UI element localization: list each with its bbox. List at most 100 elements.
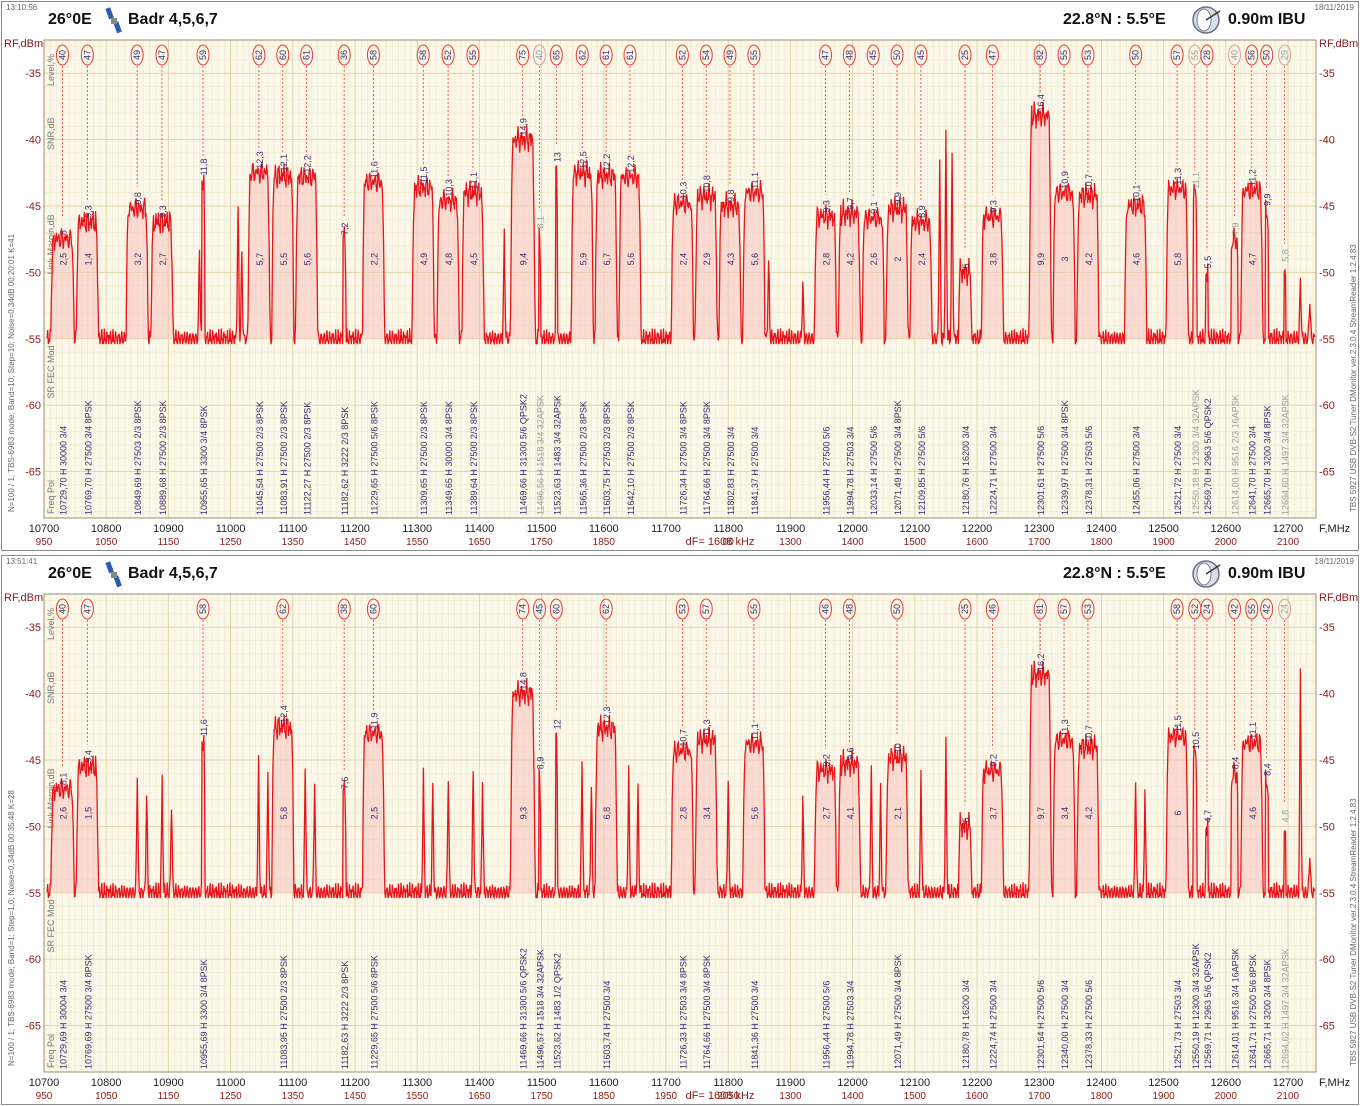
- level-ellipse: [300, 44, 314, 66]
- carrier-marker: 62 12,4 5,8 11083,95 H 27500 2/3 8PSK: [276, 598, 290, 1069]
- carrier-level-label: 56: [1247, 50, 1257, 60]
- carrier-params-label: 12071,49 H 27500 3/4 8PSK: [893, 954, 903, 1069]
- carrier-marker: 42 8,4 12614,01 H 9516 3/4 16APSK: [1228, 598, 1242, 1069]
- x-tick-label: 12700: [1273, 523, 1304, 535]
- carrier-level-label: 38: [339, 604, 349, 614]
- carrier-params-label: 11956,44 H 27500 5/6: [822, 981, 832, 1069]
- carrier-level-label: 40: [534, 50, 544, 60]
- satellite-position: 26°0E: [48, 565, 92, 582]
- x-tick-label: 11500: [527, 1077, 557, 1089]
- carrier-snr-label: 5,5: [1203, 256, 1213, 269]
- carrier-margin-label: 3,2: [133, 253, 143, 266]
- x-tick-label: 11800: [713, 1077, 743, 1089]
- y-tick-label: -40: [25, 135, 41, 147]
- x-tick-label: 11300: [402, 1077, 432, 1089]
- carrier-annotations: 40 8 2,5 10729,70 H 30000 3/4 47 9,3 1,4 10769,…: [55, 44, 1292, 515]
- carrier-level-label: 61: [625, 50, 635, 60]
- carrier-margin-label: 3,7: [988, 807, 998, 820]
- x-tick-label: 11200: [340, 523, 370, 535]
- carrier-marker: 38 7,6 11182,63 H 3222 2/3 8PSK: [337, 598, 351, 1069]
- level-ellipse: [675, 598, 689, 620]
- link-margin-axis-label: Link Margin,dB: [46, 214, 56, 274]
- carrier-snr-label: 10,1: [1132, 184, 1142, 202]
- carrier-margin-label: 4,6: [1132, 253, 1142, 266]
- level-ellipse: [842, 598, 856, 620]
- carrier-snr-label: 7,6: [340, 777, 350, 790]
- carrier-snr-label: 11,3: [1173, 168, 1183, 185]
- spectrum-fill: [44, 660, 1315, 899]
- carrier-marker: 29 5,8 12694,60 H 1497 3/4 32APSK: [1278, 44, 1292, 515]
- carrier-snr-label: 10,9: [1060, 171, 1070, 189]
- carrier-params-label: 12614,01 H 9516 3/4 16APSK: [1231, 948, 1241, 1069]
- carrier-level-label: 40: [57, 50, 67, 60]
- carrier-marker: 61 12,2 5,6 11122,27 H 27500 2/3 8PSK: [300, 44, 314, 515]
- carrier-marker: 47 9,3 3,8 12224,71 H 27500 3/4: [985, 44, 999, 515]
- dish-size: 0.90m IBU: [1228, 565, 1306, 582]
- link-margin-axis-label: Link Margin,dB: [46, 768, 56, 828]
- carrier-params-label: 11083,95 H 27500 2/3 8PSK: [279, 955, 289, 1069]
- carrier-snr-label: 4,8: [1281, 810, 1291, 823]
- carrier-marker: 36 7,2 11182,62 H 3222 2/3 8PSK: [337, 44, 351, 515]
- if-tick-label: 00: [723, 537, 735, 548]
- x-tick-label: 10900: [153, 523, 184, 535]
- carrier-params-label: 12694,60 H 1497 3/4 32APSK: [1281, 394, 1291, 515]
- carrier-level-label: 61: [601, 50, 611, 60]
- table-header-freq: Freq Pol: [46, 480, 56, 514]
- level-ellipse: [866, 44, 880, 66]
- carrier-snr-label: 12,3: [255, 151, 265, 169]
- if-tick-label: 1400: [841, 1091, 864, 1102]
- level-ellipse: [549, 44, 563, 66]
- carrier-marker: 48 9,6 4,1 11994,78 H 27503 3/4: [842, 598, 856, 1069]
- carrier-params-label: 11603,74 H 27500 3/4: [602, 981, 612, 1069]
- carrier-params-label: 10849,69 H 27503 2/3 8PSK: [133, 400, 143, 515]
- dish-icon: [1192, 6, 1221, 34]
- carrier-params-label: 11802,83 H 27500 3/4: [726, 427, 736, 515]
- date-stamp: 18/11/2019: [1314, 3, 1354, 12]
- carrier-params-label: 12033,14 H 27500 5/6: [869, 426, 879, 515]
- snr-axis-label: SNR,dB: [46, 671, 56, 704]
- carrier-snr-label: 12,1: [279, 154, 289, 172]
- carrier-level-label: 60: [278, 50, 288, 60]
- carrier-snr-label: 11,1: [469, 172, 479, 189]
- carrier-params-label: 11841,37 H 27500 3/4: [750, 427, 760, 515]
- carrier-margin-label: 9,3: [519, 807, 529, 820]
- dish-size: 0.90m IBU: [1228, 11, 1306, 28]
- carrier-margin-label: 5,5: [279, 253, 289, 266]
- carrier-level-label: 40: [1230, 50, 1240, 60]
- level-ellipse: [890, 44, 904, 66]
- carrier-params-label: 11122,27 H 27500 2/3 8PSK: [303, 402, 313, 515]
- carrier-snr-label: 9,9: [893, 192, 903, 205]
- if-tick-label: 2050: [717, 1091, 740, 1102]
- time-stamp: 13:10:56: [6, 3, 38, 12]
- dish-icon: [1192, 560, 1221, 588]
- carrier-snr-label: 11,3: [1060, 719, 1070, 736]
- y-tick-label: -40: [25, 689, 41, 701]
- level-ellipse: [441, 44, 455, 66]
- carrier-marker: 52 10,3 2,4 11726,34 H 27500 3/4 8PSK: [675, 44, 689, 515]
- level-ellipse: [366, 44, 380, 66]
- level-ellipse: [1081, 44, 1095, 66]
- carrier-marker: 55 11,1 5,6 11841,37 H 27500 3/4: [747, 44, 761, 515]
- level-ellipse: [890, 598, 904, 620]
- y-tick-label: -55: [1319, 334, 1335, 346]
- x-tick-label: 11700: [651, 1077, 681, 1089]
- y-tick-label: -40: [1319, 135, 1335, 147]
- carrier-snr-label: 9,3: [158, 205, 168, 218]
- panel-header: 13:10:56 18/11/2019 26°0E Badr 4,5,6,7 2…: [2, 2, 1358, 36]
- carrier-margin-label: 5,6: [626, 253, 636, 266]
- side-info-left: N=100 / 1; TBS-6983 mode; Band=10; Step=…: [7, 233, 16, 512]
- level-ellipse: [516, 44, 530, 66]
- if-tick-label: 1450: [344, 537, 367, 548]
- carrier-level-label: 45: [916, 50, 926, 60]
- carrier-params-label: 12378,31 H 27503 5/6: [1084, 426, 1094, 515]
- carrier-params-label: 12301,64 H 27500 5/6: [1036, 980, 1046, 1069]
- carrier-marker: 50 9,9 12665,70 H 3200 3/4 8PSK: [1260, 44, 1274, 515]
- level-ellipse: [675, 44, 689, 66]
- carrier-params-label: 12224,74 H 27500 3/4: [988, 980, 998, 1069]
- carrier-snr-label: 9,3: [988, 200, 998, 213]
- if-tick-label: 1250: [219, 1091, 242, 1102]
- y-tick-label: -65: [1319, 467, 1335, 479]
- y-axis-label: RF,dBm: [1319, 38, 1358, 50]
- carrier-level-label: 57: [1172, 50, 1182, 60]
- carrier-level-label: 42: [1262, 604, 1272, 614]
